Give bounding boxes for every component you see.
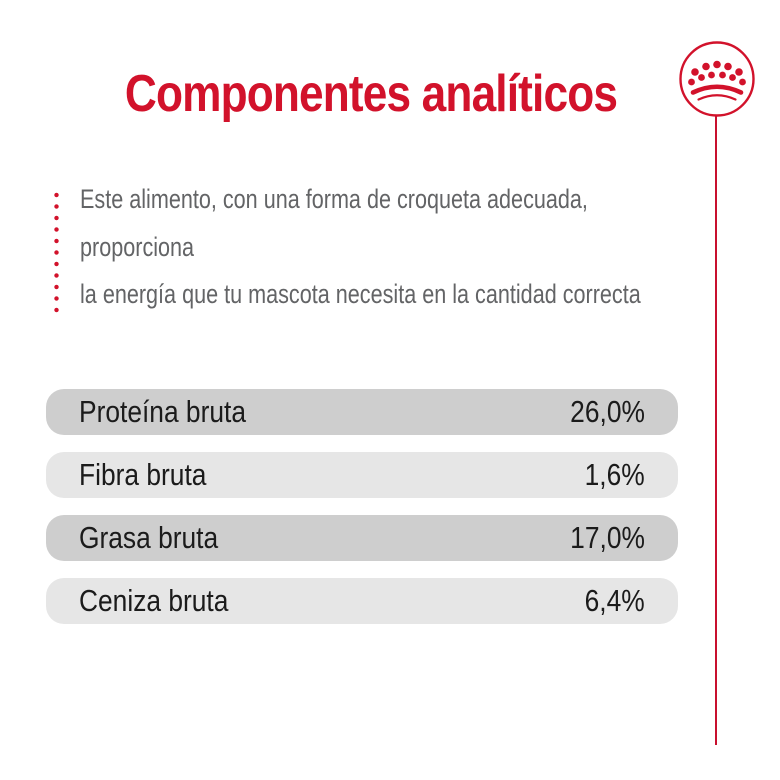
description-line-1: Este alimento, con una forma de croqueta… bbox=[80, 184, 588, 214]
component-label: Ceniza bruta bbox=[79, 583, 229, 618]
page-title: Componentes analíticos bbox=[124, 65, 618, 123]
royal-canin-logo bbox=[677, 39, 757, 119]
table-row-ceniza: Ceniza bruta 6,4% bbox=[46, 578, 678, 624]
component-value: 17,0% bbox=[570, 520, 645, 555]
description-line-2: proporciona bbox=[80, 231, 195, 262]
component-value: 6,4% bbox=[584, 583, 645, 618]
logo-stem-line bbox=[715, 116, 717, 745]
description-line-3: la energía que tu mascota necesita en la… bbox=[80, 279, 641, 309]
analytical-components-table: Proteína bruta 26,0% Fibra bruta 1,6% Gr… bbox=[46, 389, 678, 641]
table-row-grasa: Grasa bruta 17,0% bbox=[46, 515, 678, 561]
component-label: Fibra bruta bbox=[79, 457, 207, 492]
component-value: 26,0% bbox=[570, 394, 645, 429]
dotted-accent-line bbox=[54, 192, 59, 316]
table-row-proteina: Proteína bruta 26,0% bbox=[46, 389, 678, 435]
crown-icon bbox=[679, 41, 755, 117]
component-value: 1,6% bbox=[584, 457, 645, 492]
component-label: Grasa bruta bbox=[79, 520, 219, 555]
description-text: Este alimento, con una forma de croqueta… bbox=[80, 176, 688, 319]
component-label: Proteína bruta bbox=[79, 394, 246, 429]
table-row-fibra: Fibra bruta 1,6% bbox=[46, 452, 678, 498]
